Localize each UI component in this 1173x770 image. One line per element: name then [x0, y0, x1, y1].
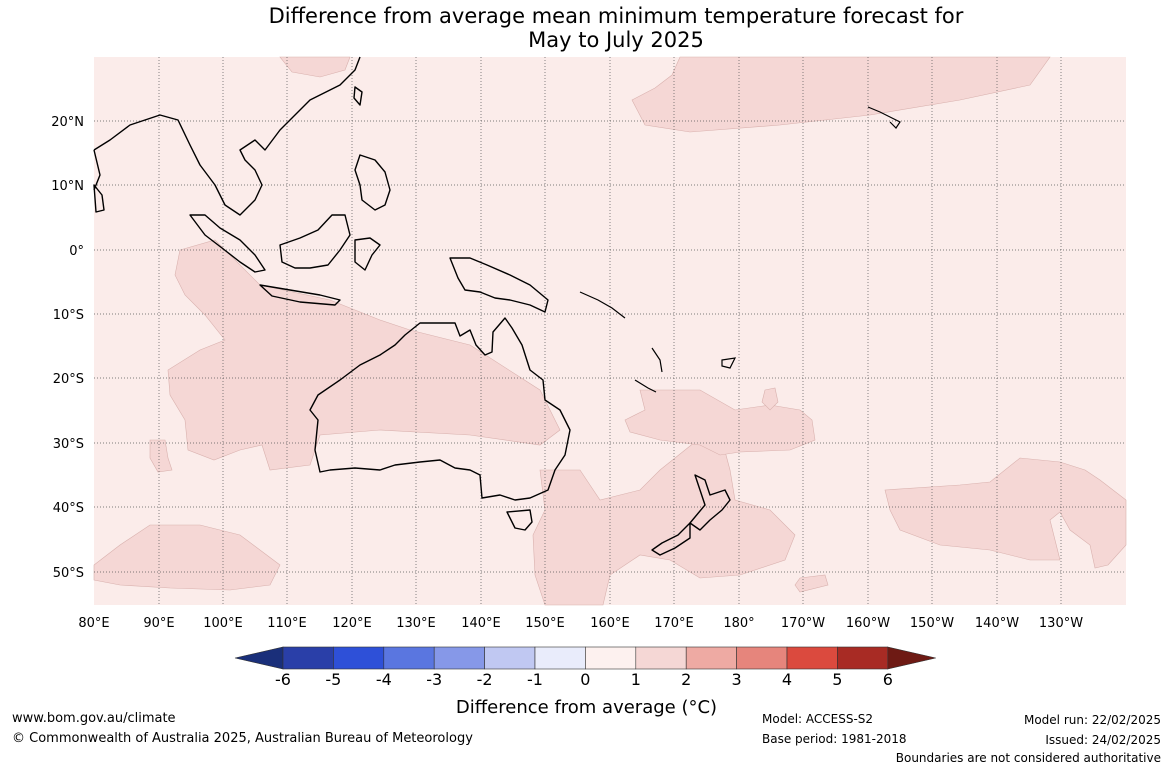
grid-lines: [94, 57, 1126, 605]
colorbar-tick-label: 1: [630, 670, 641, 689]
longitude-label: 130°E: [396, 616, 436, 631]
longitude-label: 170°W: [781, 616, 825, 631]
asia-mainland-coastline: [93, 56, 361, 216]
vanuatu-islands: [651, 347, 663, 373]
longitude-label: 160°W: [846, 616, 890, 631]
longitude-label: 100°E: [203, 616, 243, 631]
new-guinea-coastline: [449, 257, 549, 313]
tasmania-coastline: [506, 509, 533, 531]
longitude-label: 170°E: [654, 616, 694, 631]
java-coastline: [259, 284, 341, 306]
sri-lanka-coastline: [93, 184, 105, 213]
colorbar-lower-extension: [234, 646, 284, 670]
colorbar-segment: [484, 646, 536, 670]
colorbar-upper-extension: [887, 646, 936, 670]
latitude-label: 10°S: [53, 308, 84, 323]
title-line-1: Difference from average mean minimum tem…: [268, 4, 964, 28]
latitude-label: 40°S: [53, 501, 84, 516]
latitude-label: 10°N: [51, 179, 84, 194]
colorbar-segment: [585, 646, 637, 670]
colorbar-tick-label: -1: [527, 670, 543, 689]
longitude-label: 80°E: [78, 616, 109, 631]
colorbar-tick-label: -2: [476, 670, 493, 689]
anomaly-region-south-pacific: [884, 457, 1127, 569]
colorbar-tick-label: 6: [882, 670, 893, 689]
colorbar-segment: [433, 646, 485, 670]
fiji-islands: [721, 357, 737, 369]
colorbar-segment: [282, 646, 334, 670]
colorbar-tick-label: 5: [832, 670, 843, 689]
latitude-label: 0°: [69, 244, 84, 259]
longitude-label: 110°E: [267, 616, 307, 631]
longitude-labels: 80°E 90°E 100°E 110°E 120°E 130°E 140°E 150°E 16…: [78, 616, 1083, 631]
base-period: Base period: 1981-2018: [762, 732, 907, 746]
anomaly-region-south-china-sea: [279, 56, 351, 78]
model-run-date: Model run: 22/02/2025: [1023, 713, 1161, 727]
anomaly-regions: [93, 56, 1127, 606]
solomon-islands: [579, 291, 626, 319]
colorbar-tick-label: 3: [731, 670, 742, 689]
colorbar-title: Difference from average (°C): [455, 697, 718, 718]
colorbar-segment: [635, 646, 687, 670]
borneo-coastline: [279, 214, 351, 269]
map-title: Difference from average mean minimum tem…: [0, 4, 1173, 52]
latitude-label: 20°S: [53, 372, 84, 387]
longitude-label: 90°E: [143, 616, 174, 631]
colorbar-tick-label: 0: [580, 670, 591, 689]
colorbar-segment: [685, 646, 737, 670]
colorbar-segment: [736, 646, 788, 670]
latitude-label: 20°N: [51, 115, 84, 130]
colorbar-segment: [786, 646, 838, 670]
copyright-text: © Commonwealth of Australia 2025, Austra…: [12, 731, 473, 746]
colorbar-tick-label: -4: [375, 670, 392, 689]
boundary-disclaimer: Boundaries are not considered authoritat…: [895, 751, 1161, 765]
colorbar-tick-label: -5: [325, 670, 342, 689]
new-zealand-north-coastline: [689, 474, 731, 531]
longitude-label: 120°E: [332, 616, 372, 631]
longitude-label: 130°W: [1039, 616, 1083, 631]
anomaly-region-small-east: [761, 387, 779, 411]
anomaly-region-tasman: [532, 429, 796, 606]
anomaly-region-west-small: [149, 439, 173, 473]
issued-date: Issued: 24/02/2025: [1045, 733, 1161, 747]
new-caledonia: [634, 379, 657, 393]
colorbar-segment: [837, 646, 889, 670]
latitude-labels: 20°N 10°N 0° 10°S 20°S 30°S 40°S 50°S: [51, 115, 84, 581]
colorbar: [234, 646, 936, 670]
longitude-label: 150°E: [525, 616, 565, 631]
latitude-label: 50°S: [53, 566, 84, 581]
longitude-label: 150°W: [910, 616, 954, 631]
longitude-label: 140°E: [461, 616, 501, 631]
title-line-2: May to July 2025: [528, 28, 704, 52]
anomaly-region-north-pacific: [631, 56, 1051, 133]
longitude-label: 160°E: [590, 616, 630, 631]
colorbar-tick-label: 4: [781, 670, 793, 689]
latitude-label: 30°S: [53, 437, 84, 452]
website-link[interactable]: www.bom.gov.au/climate: [12, 711, 176, 726]
colorbar-tick-label: -6: [275, 670, 291, 689]
colorbar-segment: [534, 646, 586, 670]
coastlines: [93, 56, 731, 556]
new-zealand-south-coastline: [651, 522, 691, 556]
pacific-islands: [579, 106, 901, 393]
sumatra-coastline: [189, 214, 266, 273]
colorbar-segment: [383, 646, 435, 670]
anomaly-region-southern-ocean: [93, 524, 281, 591]
philippines-coastline: [354, 154, 391, 211]
australia-coastline: [309, 317, 571, 501]
colorbar-segment: [333, 646, 385, 670]
hawaii-islands: [867, 106, 901, 129]
sulawesi-coastline: [354, 237, 381, 271]
anomaly-region-australia-indian: [167, 239, 561, 471]
colorbar-tick-label: -3: [426, 670, 443, 689]
taiwan-coastline: [353, 86, 363, 106]
india-coastline: [93, 149, 101, 191]
model-name: Model: ACCESS-S2: [762, 712, 874, 726]
colorbar-tick-label: 2: [681, 670, 692, 689]
longitude-label: 180°: [723, 616, 754, 631]
longitude-label: 140°W: [975, 616, 1019, 631]
